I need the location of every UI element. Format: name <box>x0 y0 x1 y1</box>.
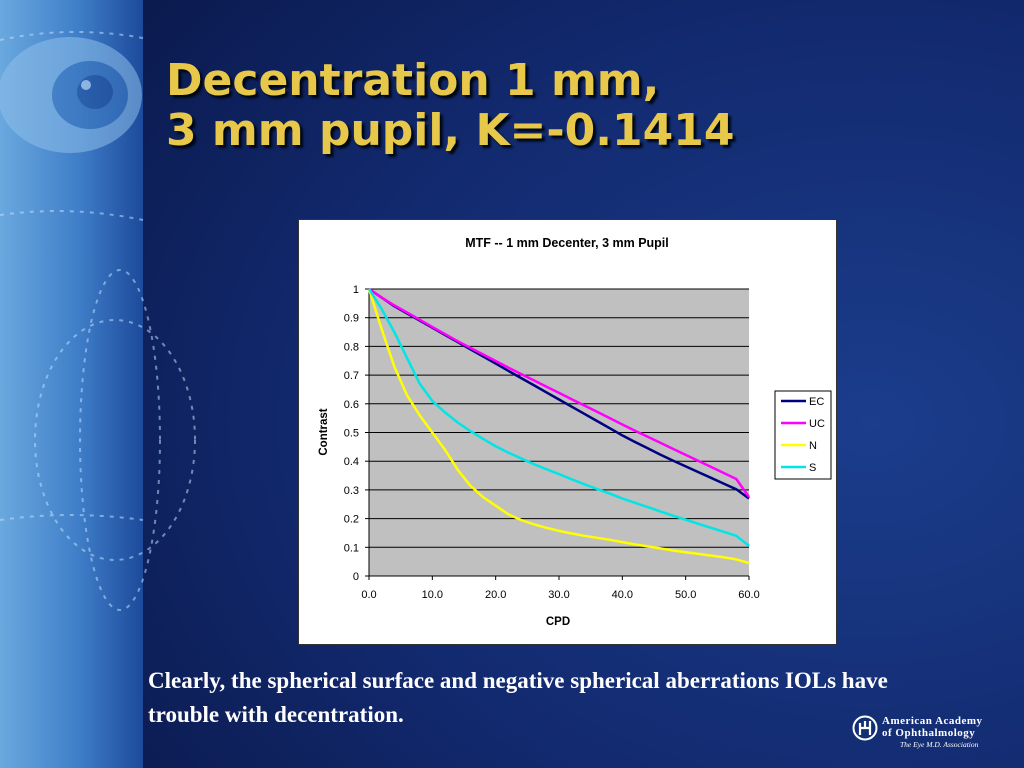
x-tick-label: 30.0 <box>548 589 569 601</box>
eye-decoration <box>0 37 142 153</box>
legend-label-ec: EC <box>809 396 824 408</box>
series-lines <box>367 287 751 565</box>
legend-label-uc: UC <box>809 418 825 430</box>
legend-label-n: N <box>809 440 817 452</box>
chart-title: MTF -- 1 mm Decenter, 3 mm Pupil <box>465 236 669 250</box>
legend-box <box>774 390 832 480</box>
y-tick-label: 0.6 <box>344 399 359 411</box>
y-tick-label: 0.2 <box>344 514 359 526</box>
y-tick-label: 0.3 <box>344 485 359 497</box>
x-tick-label: 0.0 <box>361 589 376 601</box>
aao-emblem-icon <box>852 715 878 741</box>
x-tick-label: 50.0 <box>675 589 696 601</box>
x-tick-label: 40.0 <box>612 589 633 601</box>
x-tick-label: 20.0 <box>485 589 506 601</box>
y-tick-label: 0.5 <box>344 428 359 440</box>
axes <box>365 288 750 580</box>
y-tick-label: 0.8 <box>344 341 359 353</box>
y-tick-label: 0.7 <box>344 370 359 382</box>
mtf-chart: MTF -- 1 mm Decenter, 3 mm Pupil 0 0.1 0.2… <box>318 236 832 628</box>
y-tick-label: 0 <box>353 571 359 583</box>
x-axis-label: CPD <box>546 616 570 628</box>
slide-caption: Clearly, the spherical surface and negat… <box>148 668 888 727</box>
x-tick-label: 10.0 <box>422 589 443 601</box>
series-line-s <box>367 288 750 547</box>
aao-logo-line2: of Ophthalmology <box>882 727 976 739</box>
x-tick-label: 60.0 <box>738 589 759 601</box>
slide-title: Decentration 1 mm, 3 mm pupil, K=-0.1414 <box>166 56 734 156</box>
slide-title-line2: 3 mm pupil, K=-0.1414 <box>166 105 735 156</box>
y-tick-label: 0.4 <box>344 456 359 468</box>
chart-panel: MTF -- 1 mm Decenter, 3 mm Pupil 0 0.1 0.2… <box>298 219 837 645</box>
aao-logo-line1: American Academy <box>882 715 983 727</box>
series-line-n <box>367 288 750 565</box>
y-tick-label: 0.9 <box>344 313 359 325</box>
y-tick-label: 1 <box>353 284 359 296</box>
tick-labels: 00.10.20.30.40.50.60.70.80.910.0 10.0 20.0… <box>344 284 760 601</box>
legend: EC UC NS <box>774 390 832 480</box>
series-line-uc <box>368 287 751 498</box>
strip-decoration <box>0 30 196 611</box>
aao-logo: American Academy of Ophthalmology The Ey… <box>852 713 1002 753</box>
legend-label-s: S <box>809 462 816 474</box>
y-axis-label: Contrast <box>318 408 330 455</box>
aao-logo-tagline: The Eye M.D. Association <box>900 740 979 749</box>
y-tick-label: 0.1 <box>344 542 359 554</box>
slide-title-line1: Decentration 1 mm, <box>166 55 660 106</box>
